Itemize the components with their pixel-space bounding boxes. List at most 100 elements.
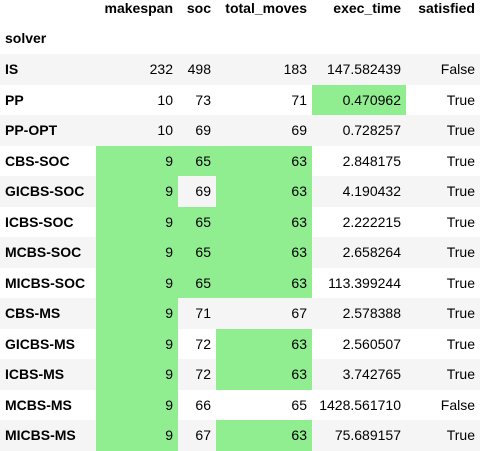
cell-soc: 67 [195, 427, 211, 444]
cell-exec-time: 3.742765 [342, 366, 401, 383]
row-label-solver: ICBS-MS [5, 366, 65, 383]
row-label-solver: ICBS-SOC [5, 213, 74, 230]
cell-exec-time: 2.848175 [342, 152, 401, 169]
cell-soc: 72 [195, 335, 211, 352]
cell-soc: 69 [195, 122, 211, 139]
cell-total-moves: 63 [216, 176, 312, 207]
cell-makespan: 9 [96, 328, 178, 359]
index-name: solver [5, 30, 47, 46]
cell-exec-time: 147.582439 [327, 61, 401, 78]
cell-total-moves: 67 [291, 305, 307, 322]
cell-satisfied: True [446, 305, 475, 322]
cell-soc: 65 [178, 237, 216, 268]
table-row: MCBS-MS 9 66 65 1428.561710 False [0, 389, 480, 420]
cell-exec-time: 0.470962 [312, 84, 406, 115]
column-header-row: makespan soc total_moves exec_time satis… [0, 0, 480, 22]
cell-makespan: 10 [157, 122, 173, 139]
table-row: ICBS-SOC 9 65 63 2.222215 True [0, 206, 480, 237]
row-label-solver: MCBS-SOC [5, 244, 82, 261]
row-label-solver: PP [5, 91, 24, 108]
cell-exec-time: 2.560507 [342, 335, 401, 352]
cell-exec-time: 0.728257 [342, 122, 401, 139]
row-label-solver: MICBS-SOC [5, 274, 86, 291]
cell-soc: 65 [178, 206, 216, 237]
column-header-makespan: makespan [104, 0, 173, 16]
row-label-solver: GICBS-SOC [5, 183, 85, 200]
cell-satisfied: True [446, 122, 475, 139]
cell-total-moves: 65 [291, 396, 307, 413]
cell-satisfied: True [446, 244, 475, 261]
table-row: ICBS-MS 9 72 63 3.742765 True [0, 359, 480, 390]
cell-makespan: 9 [96, 145, 178, 176]
cell-makespan: 9 [96, 359, 178, 390]
table-row: CBS-MS 9 71 67 2.578388 True [0, 298, 480, 329]
cell-makespan: 9 [96, 176, 178, 207]
cell-total-moves: 63 [216, 267, 312, 298]
table-row: GICBS-MS 9 72 63 2.560507 True [0, 328, 480, 359]
table-row: PP 10 73 71 0.470962 True [0, 84, 480, 115]
cell-total-moves: 71 [291, 91, 307, 108]
cell-exec-time: 75.689157 [334, 427, 401, 444]
cell-exec-time: 2.578388 [342, 305, 401, 322]
cell-soc: 69 [195, 183, 211, 200]
cell-soc: 71 [195, 305, 211, 322]
row-label-solver: CBS-SOC [5, 152, 70, 169]
cell-satisfied: False [440, 396, 475, 413]
cell-makespan: 9 [96, 389, 178, 420]
row-label-solver: CBS-MS [5, 305, 61, 322]
cell-soc: 73 [195, 91, 211, 108]
column-header-total-moves: total_moves [225, 0, 307, 16]
row-label-solver: PP-OPT [5, 122, 58, 139]
cell-total-moves: 63 [216, 237, 312, 268]
cell-total-moves: 69 [291, 122, 307, 139]
cell-total-moves: 63 [216, 420, 312, 451]
table-row: PP-OPT 10 69 69 0.728257 True [0, 115, 480, 146]
cell-makespan: 9 [96, 267, 178, 298]
cell-satisfied: True [446, 91, 475, 108]
cell-soc: 498 [187, 61, 211, 78]
cell-exec-time: 1428.561710 [319, 396, 401, 413]
cell-total-moves: 63 [216, 359, 312, 390]
table-row: MCBS-SOC 9 65 63 2.658264 True [0, 237, 480, 268]
column-header-soc: soc [186, 0, 211, 16]
cell-satisfied: True [446, 366, 475, 383]
table-row: CBS-SOC 9 65 63 2.848175 True [0, 145, 480, 176]
cell-satisfied: True [446, 335, 475, 352]
column-header-satisfied: satisfied [418, 0, 475, 16]
cell-total-moves: 63 [216, 145, 312, 176]
column-header-exec-time: exec_time [333, 0, 401, 16]
row-label-solver: MCBS-MS [5, 396, 72, 413]
cell-makespan: 9 [96, 298, 178, 329]
cell-exec-time: 4.190432 [342, 183, 401, 200]
row-label-solver: IS [5, 61, 19, 78]
cell-soc: 65 [178, 145, 216, 176]
table-row: IS 232 498 183 147.582439 False [0, 54, 480, 85]
cell-makespan: 9 [96, 420, 178, 451]
cell-makespan: 232 [149, 61, 173, 78]
cell-soc: 72 [195, 366, 211, 383]
cell-makespan: 9 [96, 206, 178, 237]
cell-exec-time: 2.222215 [342, 213, 401, 230]
table-body: IS 232 498 183 147.582439 False PP 10 73 71 0.4709… [0, 54, 480, 451]
cell-soc: 66 [195, 396, 211, 413]
cell-total-moves: 183 [283, 61, 307, 78]
cell-total-moves: 63 [216, 206, 312, 237]
index-header-row: solver [0, 22, 480, 54]
cell-satisfied: True [446, 152, 475, 169]
row-label-solver: GICBS-MS [5, 335, 75, 352]
row-label-solver: MICBS-MS [5, 427, 76, 444]
cell-makespan: 10 [157, 91, 173, 108]
cell-total-moves: 63 [216, 328, 312, 359]
cell-makespan: 9 [96, 237, 178, 268]
cell-satisfied: True [446, 183, 475, 200]
table-row: MICBS-MS 9 67 63 75.689157 True [0, 420, 480, 451]
cell-satisfied: True [446, 213, 475, 230]
cell-satisfied: False [440, 61, 475, 78]
cell-satisfied: True [446, 274, 475, 291]
table-row: GICBS-SOC 9 69 63 4.190432 True [0, 176, 480, 207]
table-row: MICBS-SOC 9 65 63 113.399244 True [0, 267, 480, 298]
corner-cell [0, 0, 96, 22]
cell-satisfied: True [446, 427, 475, 444]
cell-exec-time: 113.399244 [328, 274, 401, 291]
